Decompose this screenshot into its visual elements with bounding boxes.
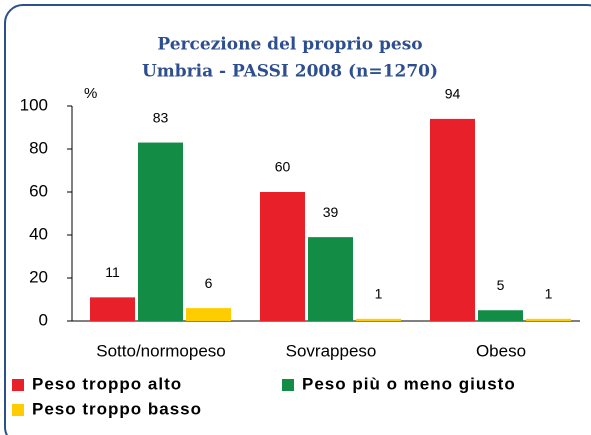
bar bbox=[90, 297, 135, 321]
bar bbox=[430, 118, 475, 322]
bar bbox=[186, 308, 231, 321]
bar bbox=[260, 192, 305, 321]
value-label: 11 bbox=[105, 264, 120, 280]
value-label: 60 bbox=[275, 159, 291, 175]
value-label: 1 bbox=[375, 286, 383, 302]
x-tick-label: Obeso bbox=[476, 341, 526, 360]
legend-swatch bbox=[282, 379, 294, 391]
y-tick-label: 80 bbox=[29, 138, 48, 157]
bar bbox=[356, 318, 401, 321]
y-tick-label: 40 bbox=[29, 224, 48, 243]
legend-label: Peso troppo alto bbox=[32, 374, 182, 393]
legend-swatch bbox=[12, 379, 24, 391]
y-tick-label: 20 bbox=[29, 267, 48, 286]
bar bbox=[526, 318, 571, 321]
y-axis-label: % bbox=[84, 85, 97, 102]
bar bbox=[478, 310, 523, 321]
y-tick-label: 100 bbox=[20, 95, 48, 114]
chart-title: Umbria - PASSI 2008 (n=1270) bbox=[142, 62, 438, 82]
legend-swatch bbox=[12, 404, 24, 416]
value-label: 6 bbox=[205, 275, 213, 291]
x-tick-label: Sovrappeso bbox=[286, 341, 377, 360]
bar bbox=[138, 142, 183, 321]
value-label: 39 bbox=[323, 204, 339, 220]
frame bbox=[4, 4, 591, 435]
value-label: 94 bbox=[445, 86, 461, 102]
legend-label: Peso troppo basso bbox=[32, 399, 202, 418]
y-tick-label: 60 bbox=[29, 181, 48, 200]
legend-label: Peso più o meno giusto bbox=[302, 374, 516, 393]
x-tick-label: Sotto/normopeso bbox=[96, 341, 225, 360]
value-label: 1 bbox=[545, 286, 553, 302]
bar bbox=[308, 237, 353, 321]
y-tick-label: 0 bbox=[39, 310, 48, 329]
chart-title: Percezione del proprio peso bbox=[157, 35, 422, 55]
value-label: 83 bbox=[153, 109, 169, 125]
value-label: 5 bbox=[497, 277, 505, 293]
